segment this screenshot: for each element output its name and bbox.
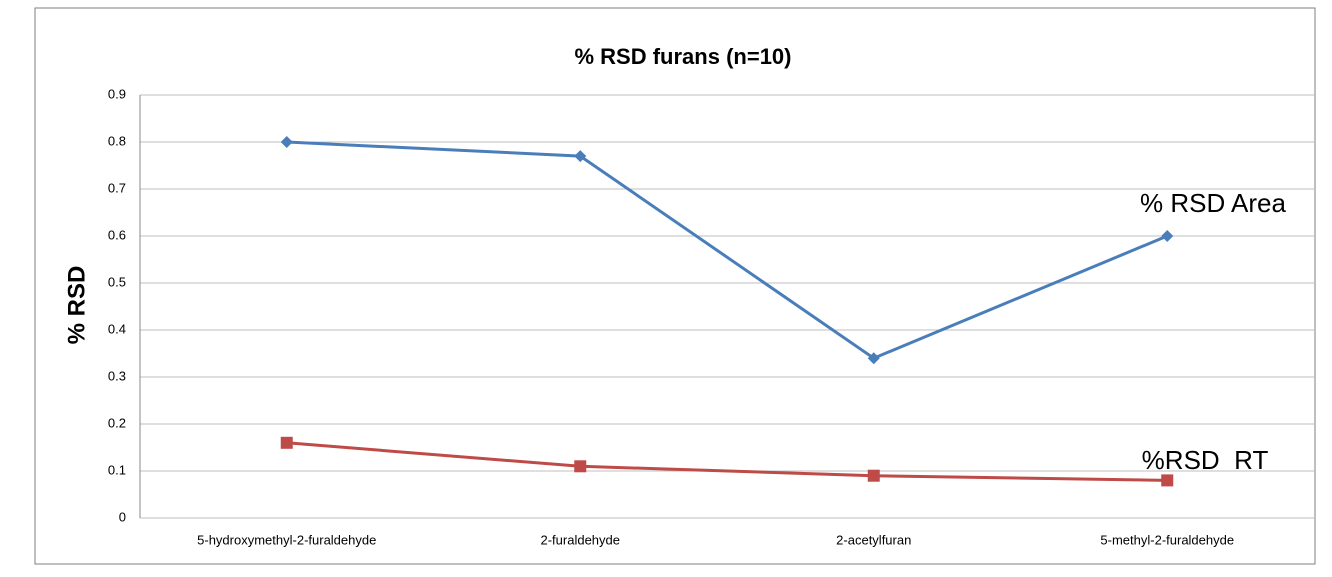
chart-title: % RSD furans (n=10)	[575, 44, 792, 69]
marker	[1161, 230, 1174, 242]
x-tick-label: 5-hydroxymethyl-2-furaldehyde	[197, 532, 376, 547]
y-tick-label: 0.9	[108, 86, 126, 101]
marker	[574, 150, 587, 163]
y-tick-label: 0.3	[108, 368, 126, 383]
x-tick-label: 5-methyl-2-furaldehyde	[1100, 532, 1234, 547]
marker	[867, 352, 880, 365]
series-label: %RSD RT	[1142, 445, 1269, 475]
y-tick-label: 0.2	[108, 415, 126, 430]
marker	[1161, 474, 1174, 487]
marker	[867, 469, 880, 482]
series-line	[286, 140, 1168, 360]
series-line	[286, 441, 1168, 482]
y-tick-label: 0.6	[108, 227, 126, 242]
y-tick-label: 0	[119, 509, 126, 524]
y-tick-label: 0.4	[108, 321, 126, 336]
series-label: % RSD Area	[1140, 188, 1286, 218]
x-tick-label: 2-acetylfuran	[836, 532, 911, 547]
y-axis-label: % RSD	[63, 266, 90, 345]
y-tick-label: 0.1	[108, 462, 126, 477]
marker	[280, 436, 293, 449]
y-tick-label: 0.8	[108, 133, 126, 148]
y-tick-label: 0.7	[108, 180, 126, 195]
y-tick-label: 0.5	[108, 274, 126, 289]
marker	[280, 136, 293, 148]
marker	[574, 460, 587, 473]
x-tick-label: 2-furaldehyde	[541, 532, 621, 547]
